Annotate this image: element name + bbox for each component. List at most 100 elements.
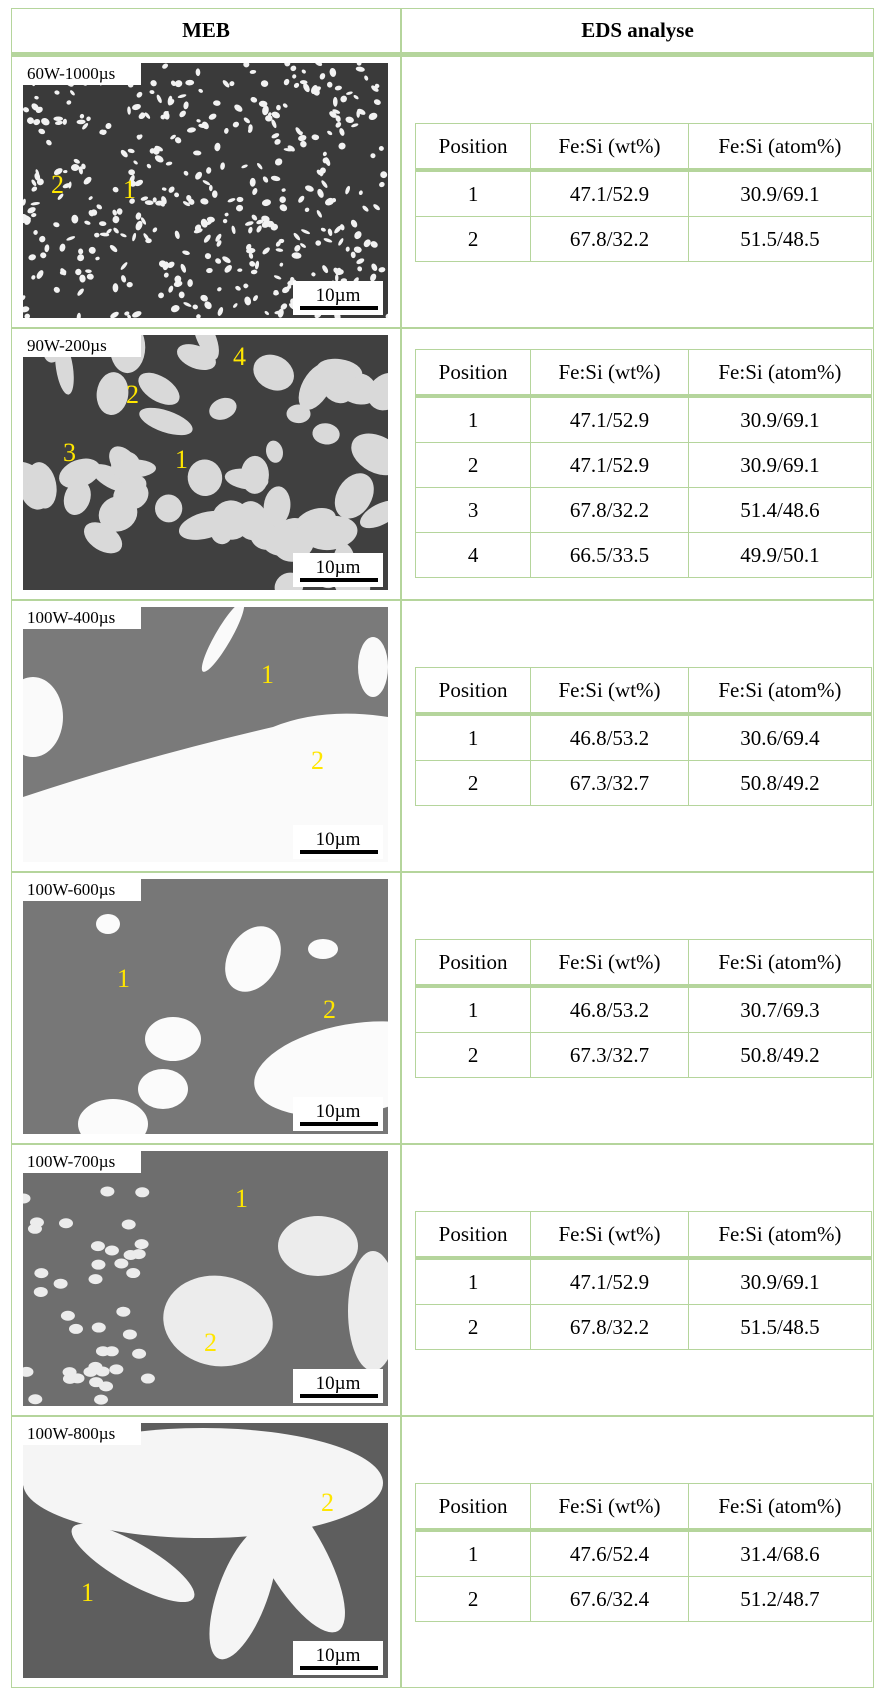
table-cell: 47.1/52.9	[530, 169, 689, 217]
phase	[24, 313, 31, 318]
phase	[287, 145, 295, 152]
phase	[31, 186, 38, 192]
phase	[274, 138, 281, 145]
phase	[283, 148, 293, 152]
phase	[222, 80, 230, 88]
phase	[128, 169, 135, 176]
phase	[23, 1366, 34, 1377]
micrograph: 100W-700µs 1 2 10µm	[23, 1151, 388, 1406]
table-row: 2 67.3/32.7 50.8/49.2	[414, 1032, 873, 1078]
phase	[135, 212, 142, 220]
phase	[275, 241, 281, 247]
table-cell: 1	[414, 1529, 532, 1577]
phase	[317, 188, 324, 198]
phase	[380, 171, 388, 179]
phase	[62, 118, 67, 125]
phase	[192, 304, 198, 310]
phase	[329, 67, 337, 77]
phase	[133, 160, 138, 165]
phase	[270, 175, 281, 182]
phase	[312, 423, 340, 445]
position-marker: 1	[235, 1184, 248, 1213]
table-cell: 30.9/69.1	[687, 1257, 873, 1305]
phase	[105, 122, 112, 130]
phase	[163, 1275, 273, 1367]
phase	[76, 119, 86, 125]
phase	[174, 192, 180, 198]
phase	[294, 245, 301, 252]
phase	[241, 164, 248, 169]
phase	[264, 311, 270, 316]
phase	[293, 82, 300, 88]
phase	[224, 468, 269, 490]
phase	[385, 313, 388, 318]
table-header: Position Fe:Si (wt%) Fe:Si (atom%)	[414, 123, 873, 172]
phase	[308, 939, 338, 959]
phase	[282, 103, 288, 108]
phase	[182, 250, 190, 255]
table-cell: 30.9/69.1	[687, 442, 873, 488]
table-cell: 50.8/49.2	[687, 1032, 873, 1078]
phase	[154, 155, 164, 163]
phase	[267, 220, 273, 228]
phase	[110, 311, 119, 318]
phase	[174, 275, 182, 283]
phase	[91, 1259, 106, 1270]
phase	[262, 524, 306, 556]
phase	[129, 198, 135, 204]
phase	[235, 285, 241, 291]
phase	[256, 219, 264, 225]
phase	[244, 296, 252, 306]
position-marker: 2	[321, 1488, 334, 1517]
image-label: 100W-800µs	[27, 1424, 115, 1443]
phase	[75, 268, 82, 276]
phase	[249, 69, 257, 74]
phase	[248, 252, 254, 259]
table-cell: 67.3/32.7	[530, 760, 689, 806]
phase	[354, 231, 362, 240]
phase	[33, 118, 41, 126]
phase	[86, 273, 94, 280]
phase	[76, 312, 81, 318]
phase	[150, 80, 157, 87]
phase	[121, 1219, 136, 1230]
phase	[81, 163, 86, 170]
phase	[127, 148, 135, 154]
table-cell: 30.6/69.4	[687, 713, 873, 761]
phase	[46, 139, 52, 146]
label-box	[23, 1423, 141, 1445]
phase	[335, 115, 341, 123]
phase	[165, 161, 173, 166]
phase	[339, 128, 345, 136]
phase	[96, 372, 129, 415]
table-cell: 30.7/69.3	[687, 985, 873, 1033]
image-cell	[11, 1416, 401, 1688]
image-label: 60W-1000µs	[27, 64, 115, 83]
phase	[109, 1364, 124, 1375]
phase	[271, 111, 280, 119]
phase	[31, 213, 37, 218]
phase	[183, 170, 189, 176]
phase	[339, 224, 345, 231]
phase	[378, 267, 386, 273]
phase	[206, 167, 212, 174]
table-cell: 51.2/48.7	[687, 1576, 873, 1622]
column-header: Position	[414, 1211, 532, 1260]
phase	[109, 244, 118, 253]
phase	[209, 397, 237, 420]
phase	[355, 66, 365, 72]
phase	[35, 106, 43, 113]
phase	[24, 218, 31, 225]
scale-bar	[300, 850, 378, 854]
phase	[358, 190, 363, 196]
phase	[33, 230, 38, 235]
eds-cell	[401, 1144, 874, 1416]
image-cell	[11, 1144, 401, 1416]
column-header: Position	[414, 667, 532, 716]
phase	[275, 248, 284, 252]
phase	[335, 274, 339, 282]
table-cell: 47.1/52.9	[530, 395, 689, 443]
eds-table: Position Fe:Si (wt%) Fe:Si (atom%) 1 46.8/53…	[414, 667, 873, 806]
phase	[88, 196, 93, 201]
column-header: Position	[414, 349, 532, 398]
